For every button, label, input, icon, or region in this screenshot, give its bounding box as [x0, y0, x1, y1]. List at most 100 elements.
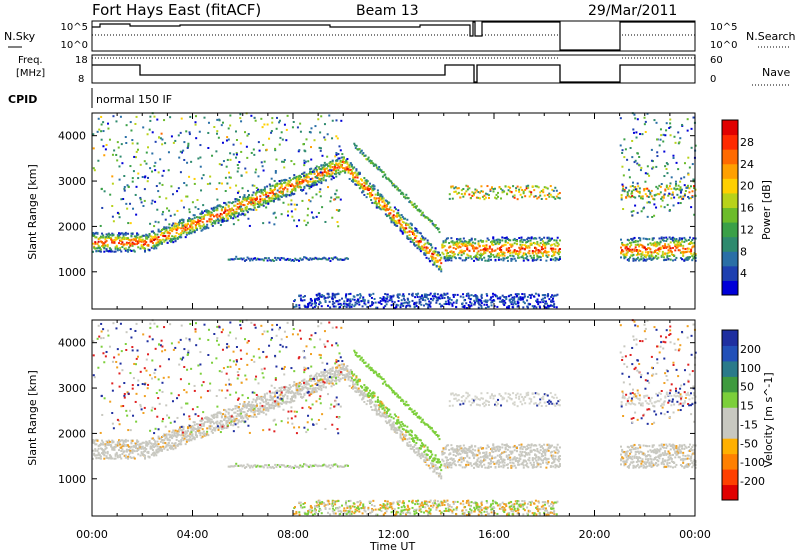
- power-cell: [235, 153, 238, 156]
- power-cell: [101, 206, 104, 209]
- power-cell: [638, 236, 641, 239]
- power-cell: [333, 256, 336, 259]
- power-cell: [104, 238, 107, 241]
- power-cell: [621, 151, 624, 154]
- power-cell: [155, 244, 158, 247]
- power-cell: [298, 149, 301, 152]
- velocity-cell: [251, 404, 254, 407]
- power-cell: [364, 182, 367, 185]
- power-cell: [188, 175, 191, 178]
- power-cell: [133, 238, 136, 241]
- nsky-tick-top: 10^5: [61, 22, 88, 33]
- velocity-cell: [114, 454, 117, 457]
- power-cell: [413, 238, 416, 241]
- power-cell: [429, 292, 432, 295]
- power-cell: [118, 165, 121, 168]
- power-cell: [224, 210, 227, 213]
- power-cell: [376, 191, 379, 194]
- power-cell: [162, 228, 165, 231]
- power-cell: [330, 162, 333, 165]
- velocity-cell: [220, 415, 223, 418]
- power-cell: [269, 200, 272, 203]
- velocity-cell: [225, 420, 228, 423]
- power-cell: [370, 195, 373, 198]
- power-cell: [408, 300, 411, 303]
- power-cell: [240, 203, 243, 206]
- power-cell: [118, 232, 121, 235]
- velocity-cell: [141, 452, 144, 455]
- power-cell: [132, 207, 135, 210]
- power-cell: [186, 227, 189, 230]
- power-cell: [383, 202, 386, 205]
- power-cell: [333, 198, 336, 201]
- power-cell: [670, 197, 673, 200]
- power-cell: [318, 166, 321, 169]
- power-cell: [455, 306, 458, 309]
- power-cell: [425, 250, 428, 253]
- velocity-cell: [224, 415, 227, 418]
- velocity-cell: [190, 429, 193, 432]
- power-cell: [630, 244, 633, 247]
- velocity-cell: [252, 404, 255, 407]
- power-cell: [309, 170, 312, 173]
- power-cell: [291, 259, 294, 262]
- power-cell: [430, 244, 433, 247]
- power-cell: [303, 171, 306, 174]
- power-cell: [466, 292, 469, 295]
- power-cell: [114, 236, 117, 239]
- power-cell: [150, 235, 153, 238]
- power-cell: [263, 188, 266, 191]
- velocity-cell: [162, 445, 165, 448]
- velocity-cell: [244, 404, 247, 407]
- power-cell: [136, 142, 139, 145]
- power-cell: [389, 212, 392, 215]
- power-cell: [418, 240, 421, 243]
- power-cell: [153, 239, 156, 242]
- velocity-cell: [112, 446, 115, 449]
- power-cell: [212, 209, 215, 212]
- power-cell: [151, 237, 154, 240]
- power-cell: [230, 213, 233, 216]
- power-cell: [673, 187, 676, 190]
- power-cell: [672, 157, 675, 160]
- power-cell: [241, 187, 244, 190]
- power-cell: [301, 172, 304, 175]
- power-cell: [510, 298, 513, 301]
- power-cell: [626, 258, 629, 261]
- power-cell: [414, 229, 417, 232]
- power-cell: [227, 127, 230, 130]
- power-cell: [161, 213, 164, 216]
- power-cell: [525, 244, 528, 247]
- power-cell: [631, 195, 634, 198]
- power-cell: [151, 170, 154, 173]
- power-cell: [337, 162, 340, 165]
- power-cell: [319, 188, 322, 191]
- velocity-cell: [119, 454, 122, 457]
- power-cell: [447, 252, 450, 255]
- power-cell: [194, 121, 197, 124]
- power-cell: [228, 201, 231, 204]
- power-cell: [400, 303, 403, 306]
- power-cell: [251, 199, 254, 202]
- power-cell: [551, 188, 554, 191]
- power-colorbar-swatch: [722, 163, 738, 179]
- power-cell: [457, 191, 460, 194]
- power-cell: [274, 193, 277, 196]
- power-cell: [670, 250, 673, 253]
- power-cell: [684, 251, 687, 254]
- power-cell: [348, 169, 351, 172]
- power-cell: [374, 201, 377, 204]
- power-cell: [438, 302, 441, 305]
- velocity-cell: [119, 456, 122, 459]
- power-cell: [462, 243, 465, 246]
- power-cell: [185, 184, 188, 187]
- power-cell: [441, 251, 444, 254]
- velocity-cell: [243, 401, 246, 404]
- power-cell: [660, 254, 663, 257]
- power-cell: [299, 122, 302, 125]
- power-cell: [272, 197, 275, 200]
- power-cell: [681, 258, 684, 261]
- power-cell: [486, 248, 489, 251]
- power-cell: [112, 115, 115, 118]
- velocity-cell: [146, 441, 149, 444]
